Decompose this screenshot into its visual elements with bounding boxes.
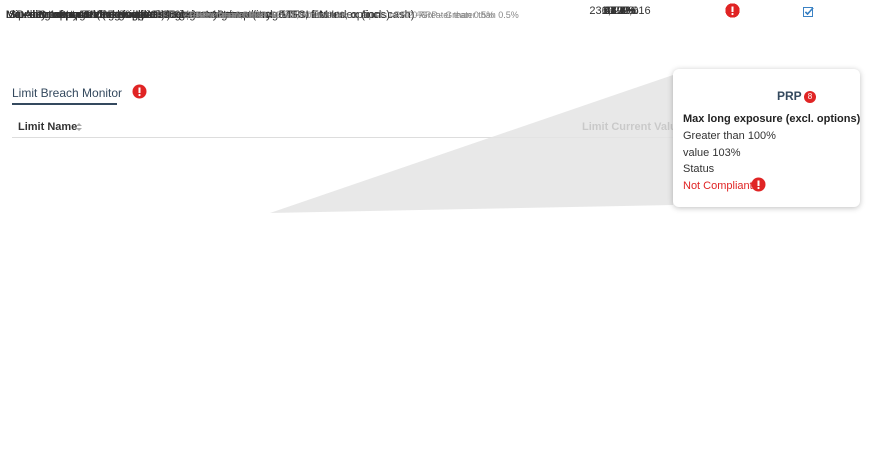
tooltip-line: value 103% [683,147,741,159]
limit-name: Liquidity 1 Day 5% PR 30 ADV < 50% [6,9,191,21]
limit-value: 47.4% [604,5,636,17]
name-cell: ISDA-Percentage change of AUM against 12… [6,5,425,23]
name-cell: Max net exposure to developed market cou… [6,5,348,23]
name-cell: Max sum of top 5 long issuers PRP - Grea… [6,5,256,23]
tooltip-line: Status [683,163,715,175]
limit-name: Max sum of top 5 long issuers [6,9,153,21]
limit-detail: PRP - Greater than 0.6% [162,10,263,20]
tooltip-title: PRP [777,89,802,103]
limit-value: 41.6% [604,5,636,17]
limit-value: 21.2% [604,5,636,17]
limit-name: Max net exposure (excl. options) [6,9,165,21]
limit-detail: RISK - Lower than 50.0%, 60.0% [194,10,327,20]
limit-value: 45.1% [604,5,636,17]
limit-value: 236,472,016 [589,5,651,17]
name-cell: Min short exposure to a single issuer PR… [6,5,277,23]
limit-name: ISDA-Percentage change of AUM against 12… [6,9,285,21]
name-cell: ISDA- Current AUM ISDA - Greater or equa… [6,5,258,23]
tab-underline [12,103,117,105]
alert-icon [725,3,740,18]
limit-value: 23.7% [604,5,636,17]
limit-name: Min short exposure to a single issuer [6,9,186,21]
limit-detail: PRP - Greater than 1.0% [174,10,275,20]
limit-value: 64.2% [604,5,636,17]
sort-icon[interactable] [75,122,83,132]
limit-name: Max long exposure (excl. options) [6,9,171,21]
column-header: Limit Current Value [582,121,683,133]
name-cell: Max net exposure (excl. options) PRP - G… [6,5,269,23]
tab[interactable]: Limit Breach Monitor [12,86,123,100]
limit-detail: ISDA - Greater or equals to 2,000,000 [106,10,258,20]
limit-name: Max sum of top 10 long issuers [6,9,159,21]
limit-value: 0 [616,5,624,17]
limit-name: Max net exposure to developed market cou… [6,9,244,21]
badge: 8 [804,91,816,103]
limit-detail: PRP - Greater than 0.5% [418,10,519,20]
tooltip-heading: Max long exposure (excl. options) [683,113,861,125]
limit-detail: PRP - Greater than -0 [189,10,277,20]
limit-detail: ISDA - Greater or equals to 10.0% [288,10,426,20]
name-cell: Max long exposure (excl. options) PRP - … [6,5,275,23]
limit-name: ISDA- Current AUM [6,9,102,21]
limit-detail: PRP - Greater than 1.0% [169,10,270,20]
limit-value: 43.8% [604,5,636,17]
limit-detail: PRP - Greater than 0.3% [156,10,257,20]
alert-icon [132,84,147,99]
limit-value: 3.9% [607,5,633,17]
limit-value: 102.9% [601,5,639,17]
action-icon[interactable] [803,6,814,17]
limit-name: Max net exposure to a single emerging ma… [6,9,415,21]
tooltip-status: Not Compliant [683,180,753,192]
name-cell: Max net exposure to a single GICS indust… [6,5,494,23]
limit-detail: PRP - Greater than 0.5% [394,10,495,20]
alert-icon [751,177,766,192]
name-cell: Max sum of top 10 long issuers PRP - Gre… [6,5,263,23]
column-header: Limit Name [18,121,78,133]
tooltip-line: Greater than 100% [683,130,776,142]
name-cell: Liquidity 1 Day 5% PR 30 ADV < 50% RISK … [6,5,327,23]
limit-detail: PRP - Greater than 0.3% [248,10,349,20]
limit-name: Max net exposure to a single GICS indust… [6,9,390,21]
tooltip: PRP 8 Max long exposure (excl. options) … [673,69,860,207]
name-cell: Max net exposure to a single emerging ma… [6,5,519,23]
